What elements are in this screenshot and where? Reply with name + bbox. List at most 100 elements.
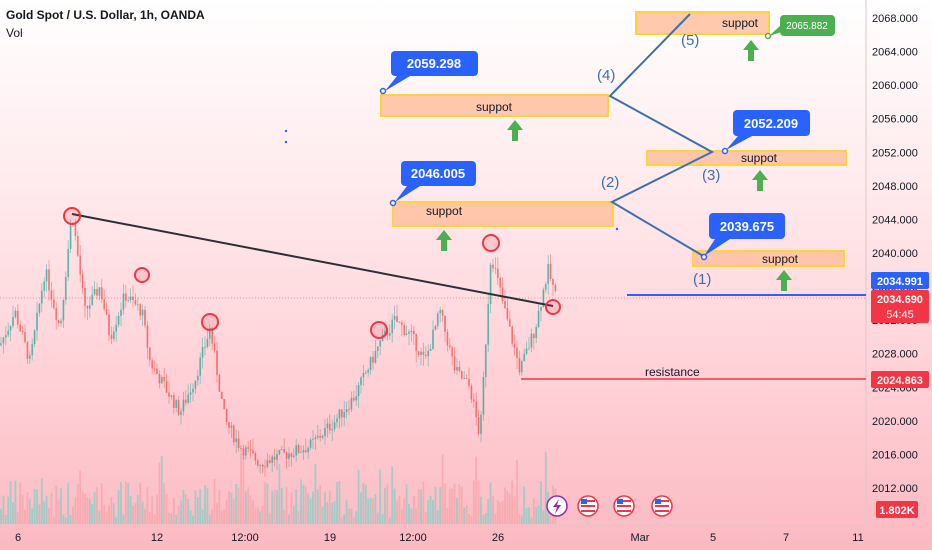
candle-body: [192, 388, 194, 393]
volume-bar: [295, 489, 298, 524]
candle-body: [326, 423, 329, 429]
event-icons[interactable]: [546, 495, 673, 517]
volume-bar: [278, 463, 281, 524]
support-zone-label: suppot: [476, 100, 513, 114]
us-flag-event-icon[interactable]: [577, 495, 599, 517]
price-callout[interactable]: [733, 110, 810, 136]
candle-body: [513, 343, 516, 348]
candle-body: [408, 331, 410, 334]
elliott-wave-path[interactable]: [608, 13, 715, 258]
time-tick-label: 12:00: [399, 532, 427, 544]
candle-body: [456, 366, 458, 371]
price-callouts[interactable]: 2059.298 2046.005 2052.209 2039.675 2065…: [379, 15, 836, 261]
candle-body: [184, 399, 187, 403]
candle-body: [357, 385, 360, 397]
volume-bar: [192, 515, 194, 524]
candle-body: [127, 300, 130, 301]
volume-bar: [84, 493, 86, 524]
price-callout-green[interactable]: [780, 15, 835, 36]
volume-bar: [360, 492, 362, 524]
time-axis[interactable]: 6 12 12:00 19 12:00 26 Mar 5 7 11: [15, 532, 864, 544]
candle-body: [261, 464, 264, 467]
price-callout[interactable]: [709, 213, 785, 239]
candle-body: [417, 351, 420, 356]
support-zones[interactable]: suppot suppot suppot suppot suppot: [380, 11, 847, 267]
volume-bar: [180, 500, 182, 524]
volume-bar: [163, 483, 166, 524]
us-flag-event-icon[interactable]: [651, 495, 673, 517]
candle-body: [403, 325, 406, 335]
price-tick-label: 2048.000: [872, 181, 918, 193]
candle-body: [91, 294, 94, 306]
volume-bar: [170, 513, 173, 524]
flag-stripe: [581, 510, 595, 512]
volume-bar: [14, 480, 17, 524]
candle-body: [511, 326, 514, 344]
resistance-price-tag: [871, 371, 929, 388]
volume-bar: [216, 502, 218, 524]
volume-bar: [211, 508, 214, 524]
volume-bar: [249, 495, 252, 524]
time-tick-label: 12: [151, 532, 163, 544]
volume-bar: [12, 502, 14, 524]
flag-stripe: [581, 500, 595, 502]
support-zone[interactable]: [392, 201, 614, 227]
flag-stripe: [655, 510, 669, 512]
candle-body: [432, 329, 434, 349]
candle-body: [256, 460, 259, 466]
volume-bar: [348, 508, 350, 524]
candle-body: [348, 409, 350, 410]
support-zone[interactable]: [635, 11, 770, 35]
volume-bar: [468, 513, 470, 524]
volume-bar: [422, 481, 425, 524]
volume-bar: [304, 486, 307, 524]
volume-bar: [172, 497, 175, 524]
price-callout[interactable]: [401, 161, 476, 186]
support-zone[interactable]: [646, 150, 847, 166]
volume-bar: [48, 508, 50, 524]
volume-bar: [499, 502, 502, 524]
candle-body: [163, 376, 166, 382]
volume-bar: [537, 504, 540, 524]
candle-body: [424, 354, 427, 357]
volume-bar: [297, 511, 300, 524]
candle-body: [112, 331, 115, 339]
candle-body: [535, 327, 538, 339]
price-axis[interactable]: 2012.0002016.0002020.0002024.0002028.000…: [872, 13, 918, 495]
last-price-tag: [871, 272, 929, 289]
volume-bar: [256, 507, 259, 524]
price-callout-text: 2052.209: [744, 116, 798, 131]
candle-body: [537, 310, 540, 327]
us-flag-event-icon[interactable]: [613, 495, 635, 517]
volume-bar: [367, 498, 370, 524]
volume-bar: [372, 498, 374, 524]
support-zone-label: suppot: [722, 16, 759, 30]
candle-body: [266, 460, 269, 467]
volume-bar: [288, 514, 290, 524]
descending-trendline[interactable]: [71, 213, 554, 307]
candle-body: [74, 224, 77, 236]
volume-bar: [110, 497, 113, 524]
support-zone[interactable]: [692, 250, 845, 267]
candle-body: [199, 357, 202, 376]
volume-bar: [124, 481, 127, 524]
current-price-tag: [871, 290, 929, 323]
flag-canton: [655, 499, 661, 504]
candle-body: [170, 395, 173, 397]
candle-body: [141, 309, 144, 316]
support-zone[interactable]: [380, 94, 609, 117]
price-callout[interactable]: [391, 51, 478, 76]
dot-mark: [284, 129, 288, 133]
candle-body: [45, 269, 48, 282]
candle-body: [103, 299, 106, 310]
candle-body: [36, 312, 38, 331]
candle-body: [415, 333, 418, 352]
volume-bar: [40, 477, 43, 524]
candle-body: [182, 399, 185, 412]
candle-body: [316, 435, 319, 438]
time-tick-label: 12:00: [231, 532, 259, 544]
volume-bar: [26, 492, 29, 524]
time-tick-label: 5: [710, 532, 716, 544]
candle-body: [228, 422, 230, 428]
